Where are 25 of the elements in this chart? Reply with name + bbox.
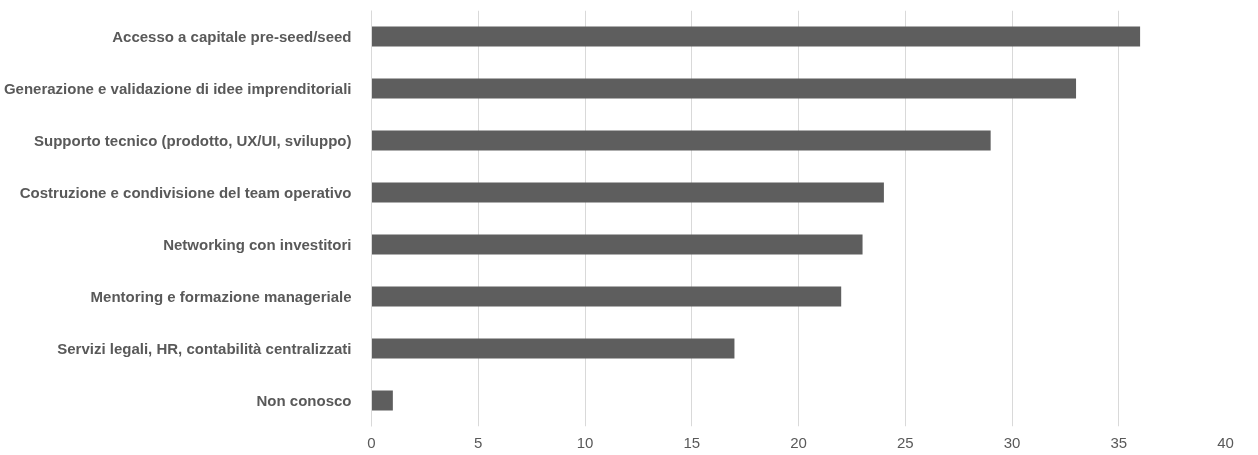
bar (371, 130, 991, 151)
x-tick-label: 30 (1003, 433, 1021, 451)
bar (371, 286, 842, 307)
y-tick-label: Accesso a capitale pre-seed/seed (112, 28, 352, 45)
y-tick-label: Mentoring e formazione manageriale (90, 288, 352, 305)
y-tick-label: Costruzione e condivisione del team operativo (19, 184, 352, 201)
bar (371, 234, 863, 255)
bar (371, 26, 1141, 47)
x-tick-label: 40 (1217, 433, 1234, 451)
y-tick-label: Non conosco (256, 392, 352, 409)
x-tick-label: 10 (576, 433, 594, 451)
bar (371, 338, 735, 359)
bar (371, 78, 1077, 99)
x-tick-label: 15 (683, 433, 701, 451)
x-tick-label: 20 (790, 433, 807, 451)
x-tick-label: 5 (474, 433, 483, 451)
y-tick-label: Networking con investitori (163, 236, 352, 253)
x-tick-label: 0 (367, 433, 376, 451)
y-tick-label: Generazione e validazione di idee imprenditoriali (3, 80, 352, 97)
x-tick-label: 35 (1110, 433, 1128, 451)
bar (371, 182, 884, 203)
x-tick-label: 25 (896, 433, 914, 451)
y-tick-label: Servizi legali, HR, contabilità centralizzati (57, 340, 352, 357)
y-tick-label: Supporto tecnico (prodotto, UX/UI, sviluppo) (34, 132, 352, 149)
bar (371, 390, 393, 411)
